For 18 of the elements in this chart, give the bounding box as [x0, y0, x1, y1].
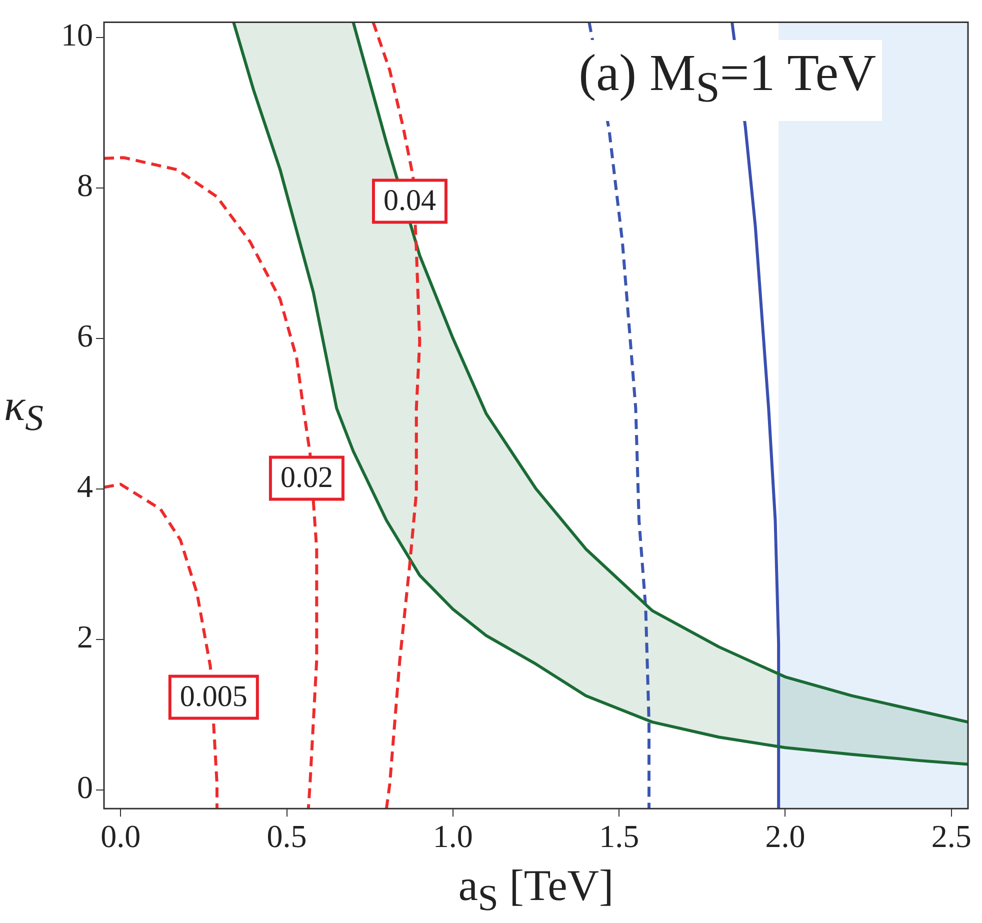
y-tick-label: 2	[77, 618, 93, 655]
x-tick-label: 1.0	[432, 818, 473, 854]
y-tick-label: 4	[77, 468, 93, 504]
x-tick-label: 1.5	[599, 818, 640, 854]
x-tick-label: 2.0	[765, 818, 806, 854]
y-tick-label: 8	[77, 167, 93, 204]
annotation: (a) M$_{S}$=1 TeV	[572, 40, 882, 122]
annotation: 0.02	[280, 461, 333, 494]
x-tick-label: 0.0	[100, 818, 141, 854]
y-tick-label: 6	[77, 318, 93, 354]
x-axis-title: a$_{S}$ [TeV]	[457, 860, 615, 919]
x-tick-label: 0.5	[266, 818, 307, 854]
y-axis-title: κ$_{S}$	[4, 380, 44, 439]
x-tick-label: 2.5	[931, 818, 972, 854]
annotation: 0.005	[180, 680, 248, 714]
annotation: 0.04	[383, 184, 436, 218]
y-tick-label: 0	[77, 769, 93, 806]
y-tick-label: 10	[61, 16, 93, 53]
